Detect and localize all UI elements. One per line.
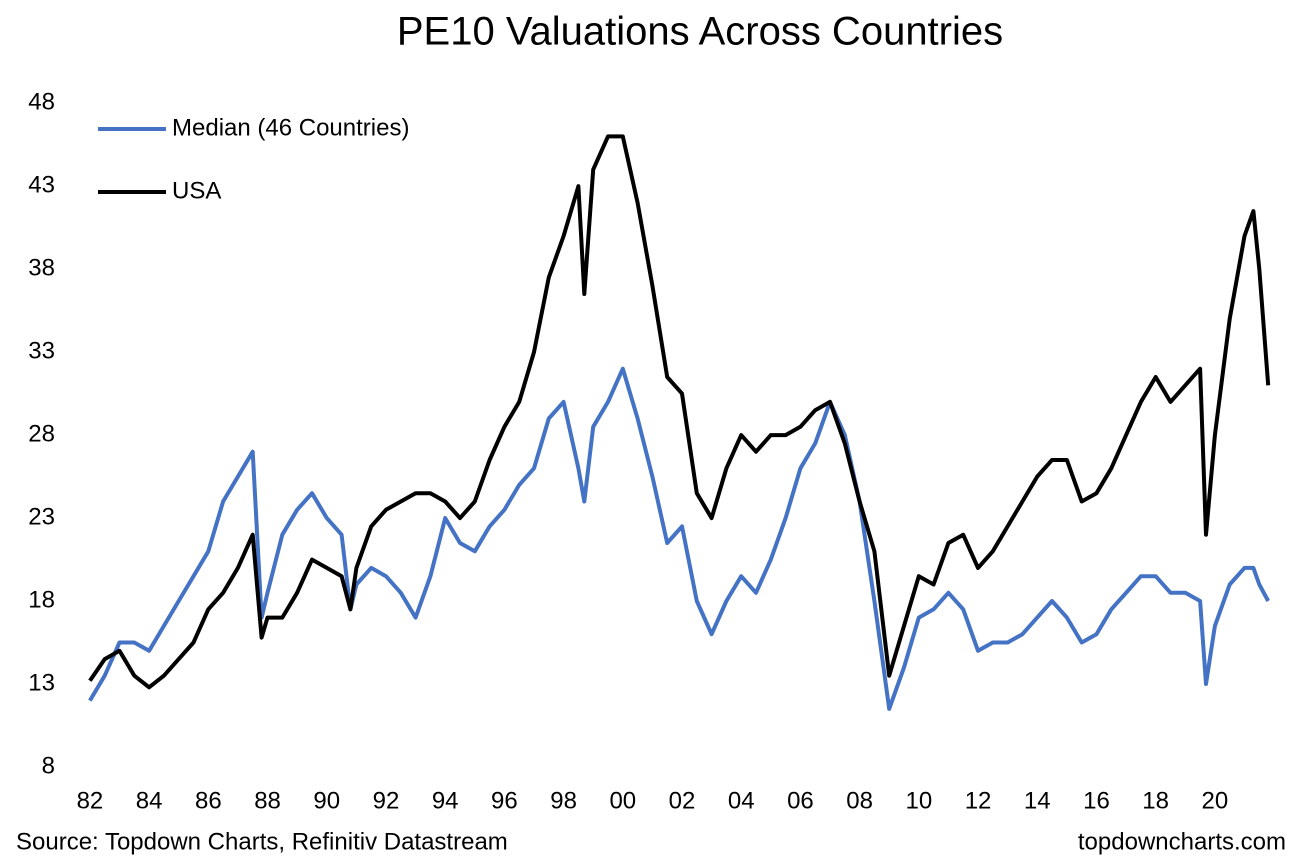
x-tick-label: 92	[373, 787, 400, 814]
legend-label: USA	[172, 177, 221, 204]
x-tick-label: 04	[728, 787, 755, 814]
x-tick-label: 84	[136, 787, 163, 814]
x-tick-label: 96	[491, 787, 518, 814]
series-line	[88, 134, 1271, 690]
chart-title: PE10 Valuations Across Countries	[397, 10, 1003, 54]
y-tick-label: 48	[28, 89, 55, 116]
x-tick-label: 94	[432, 787, 459, 814]
y-tick-label: 18	[28, 586, 55, 613]
x-tick-label: 06	[787, 787, 814, 814]
x-tick-label: 88	[254, 787, 281, 814]
x-tick-label: 14	[1024, 787, 1051, 814]
x-tick-label: 10	[905, 787, 932, 814]
x-tick-label: 02	[669, 787, 696, 814]
website: topdowncharts.com	[1078, 828, 1286, 855]
x-tick-label: 90	[313, 787, 340, 814]
y-tick-label: 8	[42, 752, 55, 779]
x-tick-label: 00	[609, 787, 636, 814]
x-tick-label: 18	[1142, 787, 1169, 814]
x-tick-label: 16	[1083, 787, 1110, 814]
y-tick-label: 38	[28, 254, 55, 281]
series-line	[88, 366, 1270, 711]
x-tick-label: 20	[1202, 787, 1229, 814]
legend-label: Median (46 Countries)	[172, 114, 409, 141]
y-tick-label: 13	[28, 669, 55, 696]
y-tick-label: 33	[28, 337, 55, 364]
x-tick-label: 12	[965, 787, 992, 814]
x-tick-label: 08	[846, 787, 873, 814]
y-tick-label: 28	[28, 420, 55, 447]
x-tick-label: 98	[550, 787, 577, 814]
y-tick-label: 23	[28, 503, 55, 530]
source-note: Source: Topdown Charts, Refinitiv Datast…	[16, 828, 508, 855]
y-tick-label: 43	[28, 172, 55, 199]
x-tick-label: 82	[77, 787, 104, 814]
x-tick-label: 86	[195, 787, 222, 814]
